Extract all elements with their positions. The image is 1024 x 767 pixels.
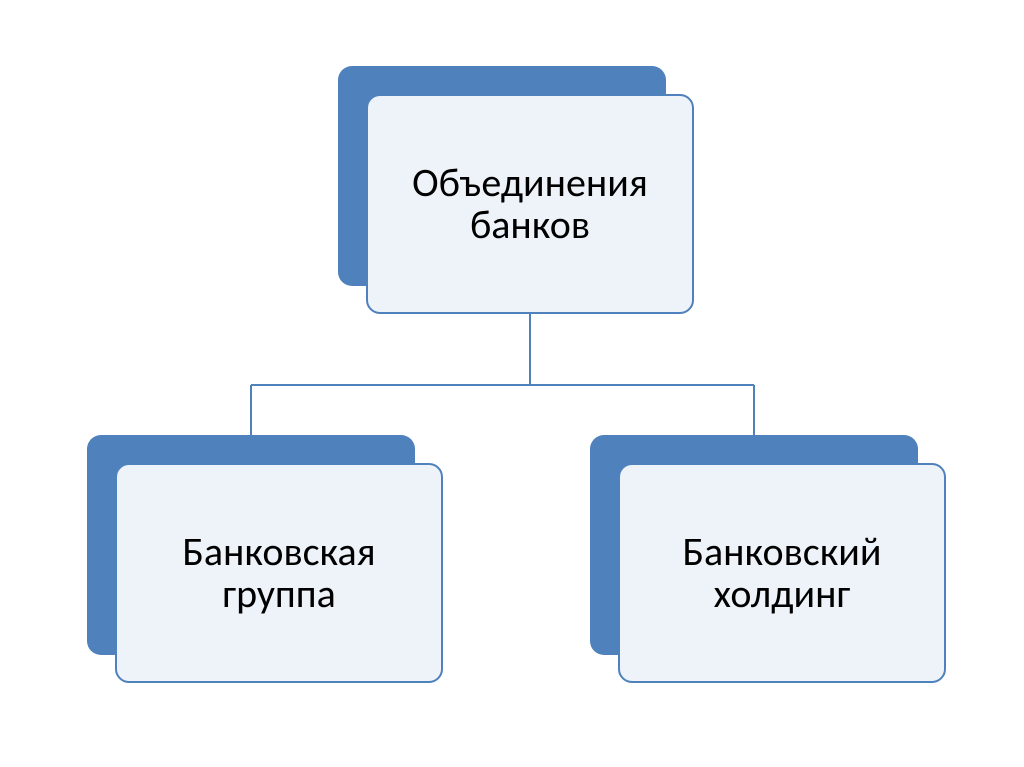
node-left: Банковская группа [115,463,443,683]
node-left-front: Банковская группа [115,463,443,683]
node-root-front: Объединения банков [366,94,694,314]
node-left-label: Банковская группа [182,531,375,615]
node-root-label: Объединения банков [412,162,648,246]
node-root: Объединения банков [366,94,694,314]
node-root-line1: Объединения [412,162,648,204]
node-root-line2: банков [412,204,648,246]
node-left-line2: группа [182,573,375,615]
node-right-line1: Банковский [682,531,881,573]
diagram-canvas: Объединения банков Банковская группа Бан… [0,0,1024,767]
node-right-front: Банковский холдинг [618,463,946,683]
node-right-line2: холдинг [682,573,881,615]
node-right-label: Банковский холдинг [682,531,881,615]
node-left-line1: Банковская [182,531,375,573]
node-right: Банковский холдинг [618,463,946,683]
